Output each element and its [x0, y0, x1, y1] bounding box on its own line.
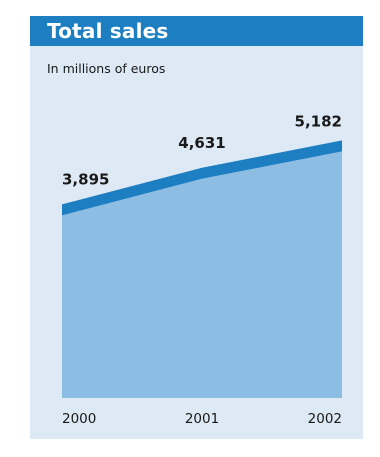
title-bar: Total sales [30, 16, 363, 46]
chart-subtitle: In millions of euros [47, 61, 166, 76]
series-line-band [62, 140, 342, 216]
data-label-2000: 3,895 [62, 170, 109, 188]
data-label-2001: 4,631 [178, 134, 225, 152]
area-fill [62, 151, 342, 398]
x-tick-label-2001: 2001 [185, 411, 219, 427]
x-tick-label-2002: 2002 [308, 411, 342, 427]
data-label-2002: 5,182 [295, 112, 342, 130]
x-tick-label-2000: 2000 [62, 411, 96, 427]
chart-title: Total sales [47, 19, 169, 43]
